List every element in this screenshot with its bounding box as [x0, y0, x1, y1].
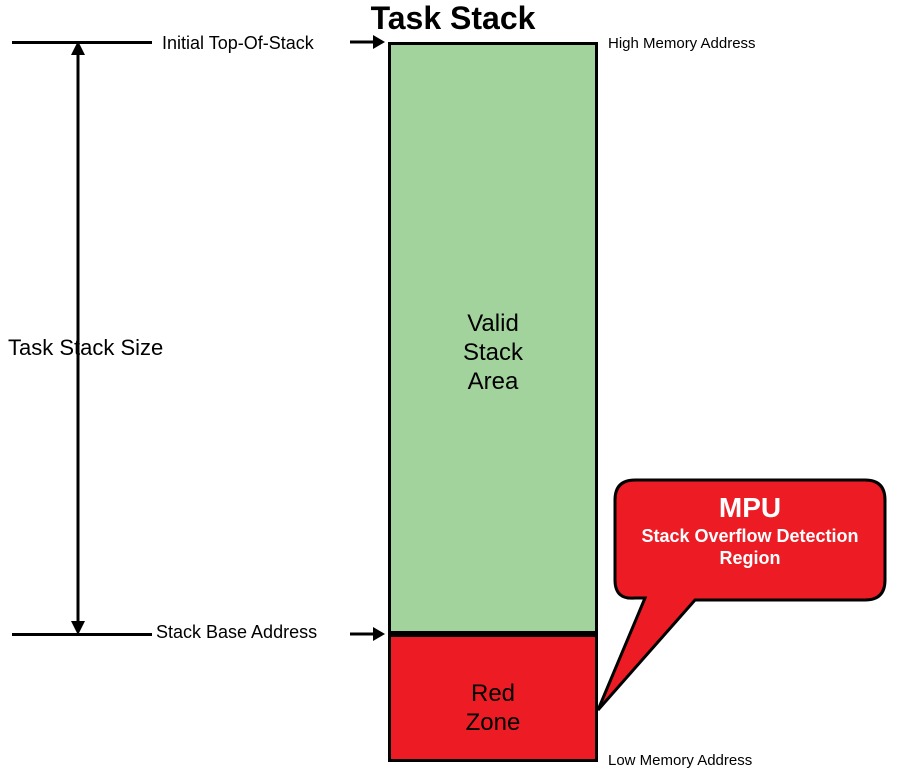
mpu-callout-text: MPUStack Overflow DetectionRegion [615, 492, 885, 569]
callout-subtitle: Stack Overflow DetectionRegion [615, 526, 885, 569]
mpu-callout [0, 0, 906, 774]
callout-title: MPU [615, 492, 885, 524]
